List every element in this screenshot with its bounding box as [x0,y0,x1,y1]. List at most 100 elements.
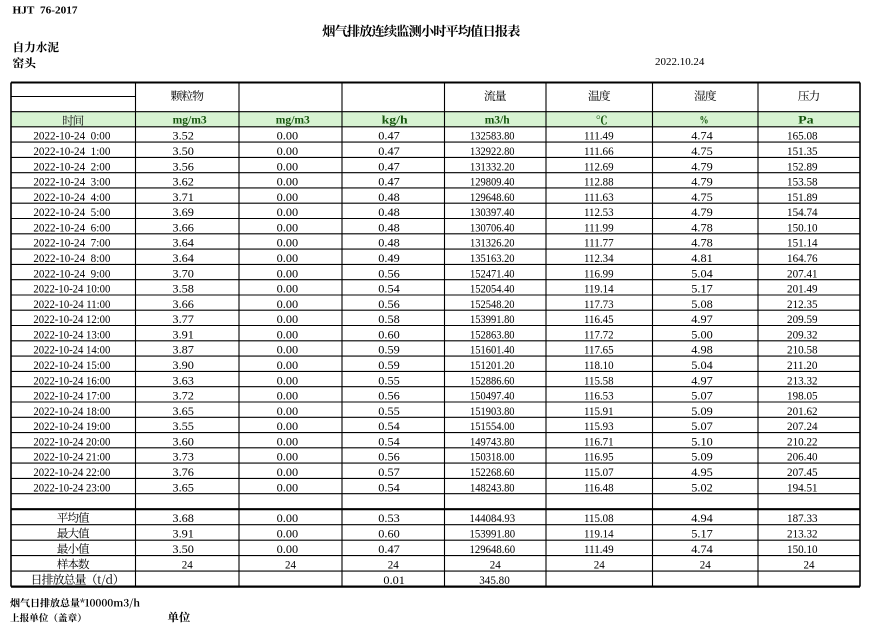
svg-text:5.04: 5.04 [691,268,713,280]
svg-text:3.64: 3.64 [172,253,194,265]
svg-text:144084.93: 144084.93 [469,513,515,525]
svg-text:115.08: 115.08 [584,513,614,525]
svg-text:2022-10-24 6:00: 2022-10-24 6:00 [33,222,110,234]
svg-text:194.51: 194.51 [787,482,818,494]
svg-text:345.80: 345.80 [479,575,510,587]
svg-text:0.56: 0.56 [378,391,400,403]
svg-text:4.79: 4.79 [691,161,713,173]
svg-text:151601.40: 151601.40 [470,345,515,357]
svg-text:0.00: 0.00 [277,544,299,556]
svg-text:0.00: 0.00 [277,314,299,326]
svg-text:0.00: 0.00 [277,436,299,448]
svg-text:111.49: 111.49 [584,544,614,556]
svg-text:4.75: 4.75 [691,192,713,204]
svg-text:153991.80: 153991.80 [470,314,515,326]
svg-text:0.47: 0.47 [378,131,400,143]
svg-text:129648.60: 129648.60 [469,544,515,556]
svg-text:3.91: 3.91 [172,329,194,341]
svg-text:4.97: 4.97 [691,375,713,387]
svg-text:115.91: 115.91 [584,406,614,418]
svg-text:210.22: 210.22 [787,436,818,448]
svg-text:112.88: 112.88 [584,177,614,189]
svg-text:153.58: 153.58 [787,177,818,189]
svg-text:24: 24 [285,559,296,571]
svg-text:0.48: 0.48 [378,192,400,204]
svg-text:207.41: 207.41 [787,268,818,280]
svg-text:0.54: 0.54 [378,482,400,494]
svg-text:0.01: 0.01 [383,575,405,587]
svg-text:0.47: 0.47 [378,146,400,158]
svg-text:206.40: 206.40 [787,452,818,464]
svg-text:165.08: 165.08 [787,131,818,143]
svg-text:24: 24 [804,559,815,571]
svg-text:5.07: 5.07 [691,391,713,403]
svg-text:116.48: 116.48 [584,482,614,494]
svg-text:2022-10-24 23:00: 2022-10-24 23:00 [33,482,110,494]
svg-text:0.55: 0.55 [378,406,400,418]
svg-text:151201.20: 151201.20 [470,360,515,372]
svg-text:0.00: 0.00 [277,222,299,234]
svg-text:HJT 76-2017: HJT 76-2017 [13,5,79,17]
svg-text:211.20: 211.20 [787,360,818,372]
svg-text:2022.10.24: 2022.10.24 [655,56,705,68]
svg-text:150.10: 150.10 [787,544,818,556]
svg-text:2022-10-24 14:00: 2022-10-24 14:00 [33,345,110,357]
svg-text:152054.40: 152054.40 [470,284,515,296]
svg-text:3.60: 3.60 [172,436,194,448]
svg-text:2022-10-24 16:00: 2022-10-24 16:00 [33,375,110,387]
svg-text:0.56: 0.56 [378,452,400,464]
svg-text:119.14: 119.14 [584,528,614,540]
svg-text:3.90: 3.90 [172,360,194,372]
svg-text:111.63: 111.63 [584,192,614,204]
svg-text:0.00: 0.00 [277,360,299,372]
svg-text:151.14: 151.14 [787,238,818,250]
svg-text:3.50: 3.50 [172,146,194,158]
svg-text:24: 24 [490,559,501,571]
svg-text:3.73: 3.73 [172,452,194,464]
svg-text:111.66: 111.66 [584,146,614,158]
svg-text:3.66: 3.66 [172,299,194,311]
svg-text:0.56: 0.56 [378,268,400,280]
svg-text:152886.60: 152886.60 [470,375,515,387]
svg-text:115.93: 115.93 [584,421,614,433]
svg-text:24: 24 [182,559,193,571]
svg-text:0.00: 0.00 [277,482,299,494]
svg-text:0.00: 0.00 [277,146,299,158]
svg-text:0.00: 0.00 [277,161,299,173]
svg-text:5.00: 5.00 [691,329,713,341]
svg-text:150.10: 150.10 [787,222,818,234]
svg-text:130397.40: 130397.40 [470,207,515,219]
svg-text:4.79: 4.79 [691,177,713,189]
svg-text:0.47: 0.47 [378,161,400,173]
svg-text:5.04: 5.04 [691,360,713,372]
svg-text:2022-10-24 19:00: 2022-10-24 19:00 [33,421,110,433]
svg-text:0.53: 0.53 [378,513,400,525]
svg-text:112.34: 112.34 [584,253,614,265]
svg-text:116.99: 116.99 [584,268,614,280]
svg-text:2022-10-24 0:00: 2022-10-24 0:00 [33,131,110,143]
svg-text:2022-10-24 20:00: 2022-10-24 20:00 [33,436,110,448]
svg-text:2022-10-24 3:00: 2022-10-24 3:00 [33,177,110,189]
svg-text:0.48: 0.48 [378,238,400,250]
svg-text:0.00: 0.00 [277,528,299,540]
svg-text:3.50: 3.50 [172,544,194,556]
svg-text:0.00: 0.00 [277,284,299,296]
svg-text:4.98: 4.98 [691,345,713,357]
svg-text:118.10: 118.10 [584,360,614,372]
svg-text:112.69: 112.69 [584,161,614,173]
svg-text:117.73: 117.73 [584,299,614,311]
svg-text:3.65: 3.65 [172,406,194,418]
svg-text:148243.80: 148243.80 [470,482,515,494]
svg-text:212.35: 212.35 [787,299,818,311]
svg-text:198.05: 198.05 [787,391,818,403]
svg-text:3.62: 3.62 [172,177,194,189]
svg-text:0.00: 0.00 [277,467,299,479]
svg-text:2022-10-24 18:00: 2022-10-24 18:00 [33,406,110,418]
svg-text:210.58: 210.58 [787,345,818,357]
svg-text:151.89: 151.89 [787,192,818,204]
svg-text:0.00: 0.00 [277,421,299,433]
svg-text:2022-10-24 2:00: 2022-10-24 2:00 [33,161,110,173]
svg-text:115.58: 115.58 [584,375,614,387]
svg-text:24: 24 [594,559,605,571]
svg-text:5.08: 5.08 [691,299,713,311]
